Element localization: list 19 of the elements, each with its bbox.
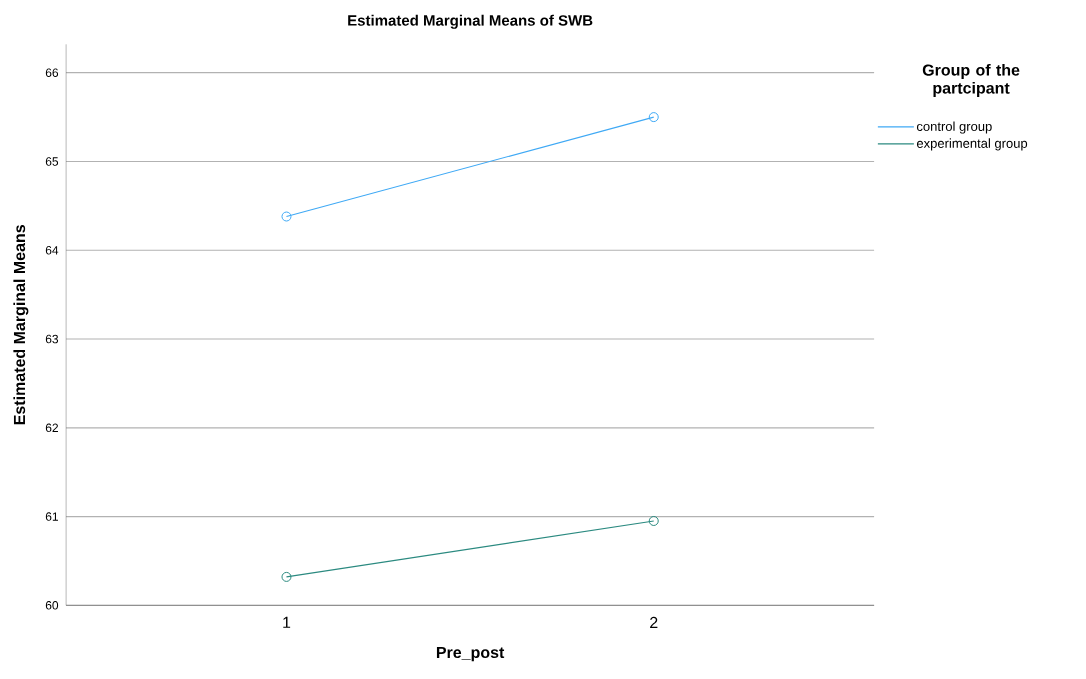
x-tick-label: 1 [283,616,291,628]
legend-label: experimental group [916,138,1028,151]
y-tick-label: 60 [45,601,59,610]
legend-title: Group of the partcipant [922,63,1020,97]
point [648,515,659,526]
y-tick-label: 66 [45,68,59,77]
y-tick-label: 65 [45,157,59,166]
y-tick-label: 62 [45,423,58,433]
y-axis-title: Estimated Marginal Means [13,225,29,425]
point [648,112,659,123]
legend-label: control group [916,121,992,134]
x-tick-label: 2 [650,616,658,629]
point [281,211,292,222]
y-tick-label: 63 [45,334,59,344]
point [281,571,292,582]
y-tick-label: 64 [45,246,59,255]
x-axis-title: Pre_post [436,646,505,662]
chart-title: Estimated Marginal Means of SWB [348,14,593,29]
y-tick-label: 61 [45,512,58,521]
